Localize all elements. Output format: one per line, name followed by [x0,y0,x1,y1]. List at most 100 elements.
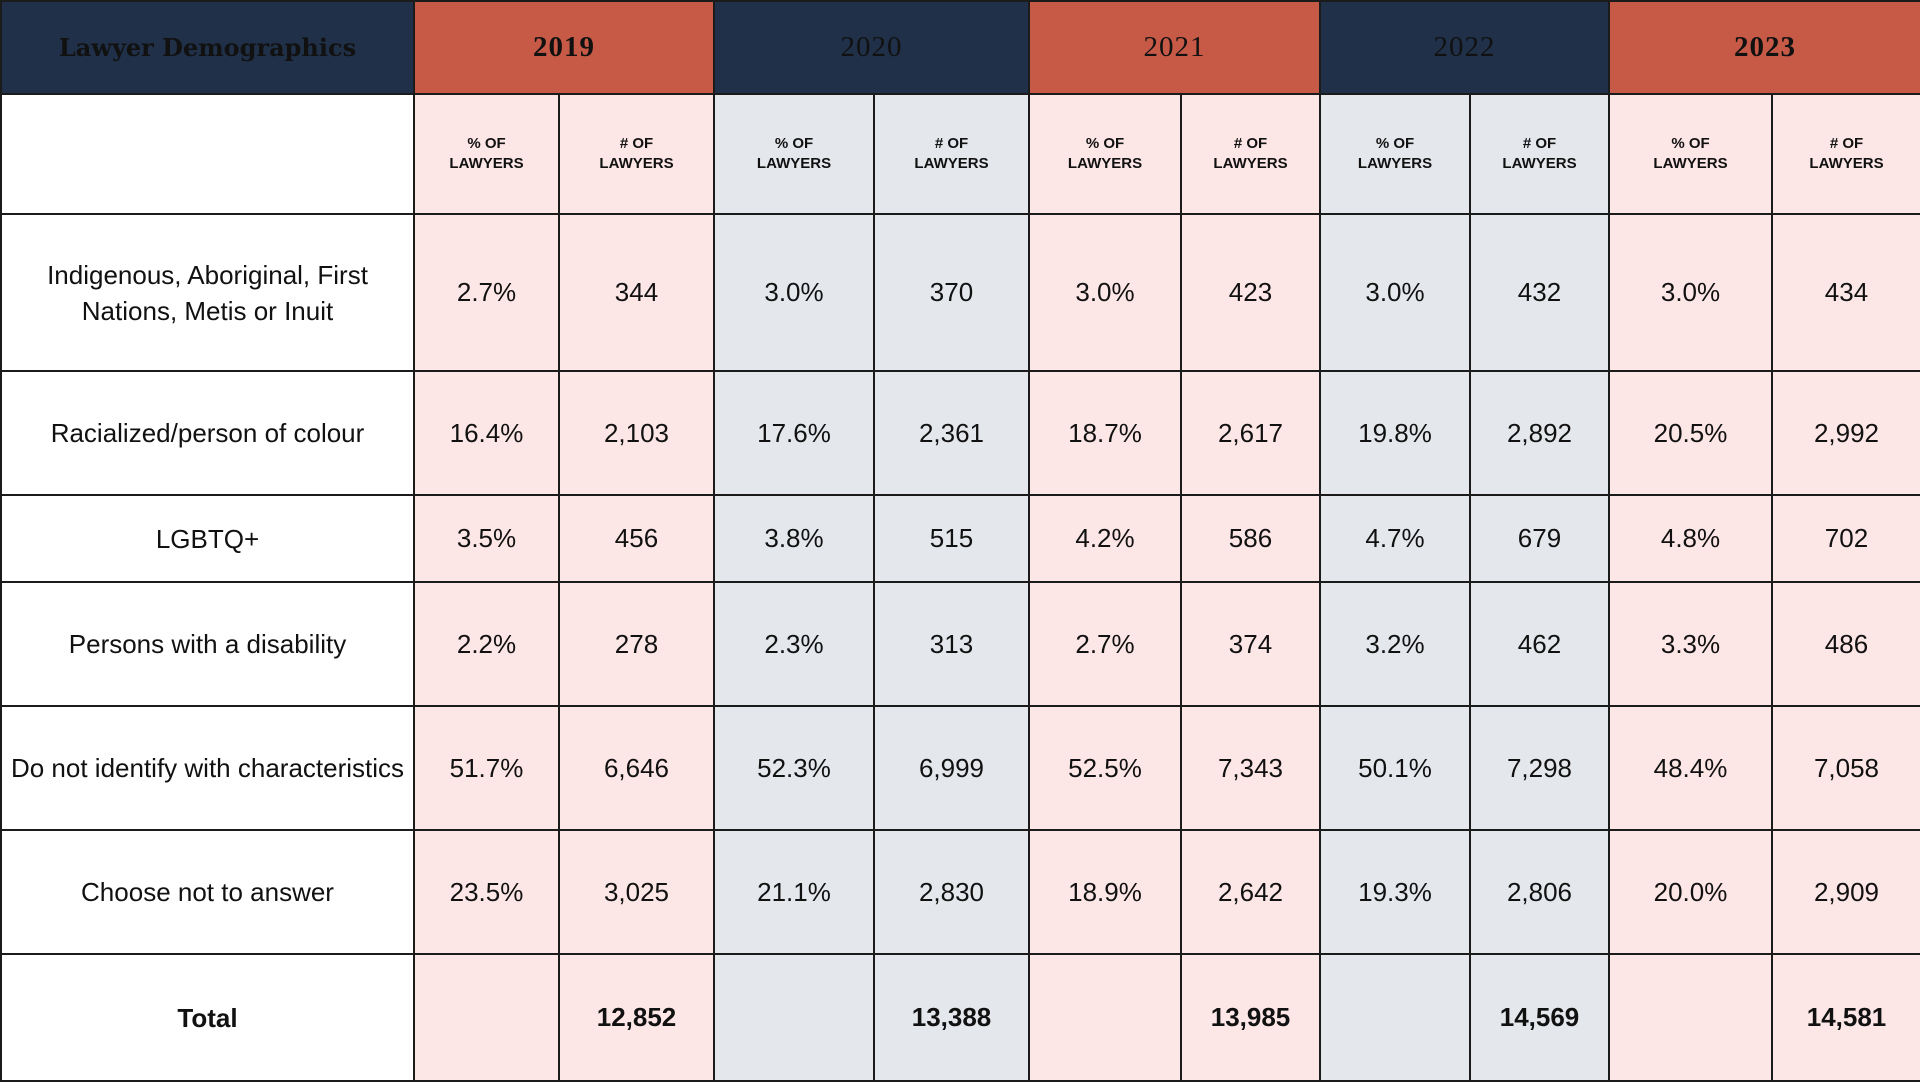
total-percent-2023 [1608,953,1773,1082]
total-percent-2020 [713,953,875,1082]
subheader-line: # OF [619,135,654,152]
row-label: Indigenous, Aboriginal, First Nations, M… [0,213,415,372]
cell-count-2023: 486 [1771,581,1920,707]
subheader-percent-2019: % OF LAWYERS [413,93,560,215]
subheader-line: # OF [1233,135,1268,152]
cell-percent-2023: 4.8% [1608,494,1773,583]
cell-count-2020: 6,999 [873,705,1030,831]
cell-percent-2020: 2.3% [713,581,875,707]
total-count-2021: 13,985 [1180,953,1321,1082]
cell-count-2021: 2,617 [1180,370,1321,496]
subheader-line: LAWYERS [1357,155,1433,172]
subheader-line: LAWYERS [1653,155,1728,172]
cell-count-2020: 515 [873,494,1030,583]
total-percent-2019 [413,953,560,1082]
subheader-count-2023: # OF LAWYERS [1771,93,1920,215]
cell-percent-2023: 48.4% [1608,705,1773,831]
subheader-percent-2023: % OF LAWYERS [1608,93,1773,215]
subheader-line: LAWYERS [1809,155,1884,172]
row-label: Racialized/person of colour [0,370,415,496]
cell-percent-2019: 2.7% [413,213,560,372]
cell-count-2021: 586 [1180,494,1321,583]
cell-percent-2022: 19.8% [1319,370,1471,496]
subheader-count-2021: # OF LAWYERS [1180,93,1321,215]
cell-count-2022: 2,806 [1469,829,1610,955]
subheader-row: % OF LAWYERS # OF LAWYERS % OF LAWYERS # OF… [0,93,1920,215]
cell-percent-2023: 20.5% [1608,370,1773,496]
total-percent-2021 [1028,953,1182,1082]
cell-percent-2022: 4.7% [1319,494,1471,583]
cell-percent-2021: 4.2% [1028,494,1182,583]
cell-percent-2019: 2.2% [413,581,560,707]
subheader-line: % OF [774,135,814,152]
cell-percent-2020: 21.1% [713,829,875,955]
table-row: Persons with a disability 2.2% 278 2.3% … [0,581,1920,707]
cell-percent-2022: 3.2% [1319,581,1471,707]
cell-percent-2023: 3.0% [1608,213,1773,372]
subheader-blank-cell [0,93,415,215]
table-row: Choose not to answer 23.5% 3,025 21.1% 2… [0,829,1920,955]
subheader-line: LAWYERS [756,155,832,172]
cell-count-2019: 344 [558,213,715,372]
table-row: Racialized/person of colour 16.4% 2,103 … [0,370,1920,496]
subheader-line: # OF [934,135,969,152]
year-header-2019: 2019 [413,0,715,95]
total-percent-2022 [1319,953,1471,1082]
cell-count-2019: 278 [558,581,715,707]
subheader-line: LAWYERS [449,155,524,172]
table-row: Indigenous, Aboriginal, First Nations, M… [0,213,1920,372]
subheader-line: LAWYERS [599,155,674,172]
year-header-2021: 2021 [1028,0,1321,95]
cell-percent-2020: 52.3% [713,705,875,831]
cell-percent-2022: 3.0% [1319,213,1471,372]
subheader-line: % OF [1671,135,1710,152]
cell-percent-2019: 3.5% [413,494,560,583]
cell-count-2019: 456 [558,494,715,583]
cell-count-2022: 462 [1469,581,1610,707]
row-label: Choose not to answer [0,829,415,955]
cell-percent-2019: 16.4% [413,370,560,496]
cell-count-2022: 2,892 [1469,370,1610,496]
cell-percent-2021: 2.7% [1028,581,1182,707]
subheader-percent-2022: % OF LAWYERS [1319,93,1471,215]
subheader-line: % OF [1375,135,1415,152]
cell-count-2021: 423 [1180,213,1321,372]
subheader-line: # OF [1522,135,1557,152]
subheader-line: LAWYERS [1213,155,1288,172]
cell-count-2019: 6,646 [558,705,715,831]
cell-percent-2021: 52.5% [1028,705,1182,831]
subheader-line: LAWYERS [1067,155,1143,172]
cell-percent-2020: 17.6% [713,370,875,496]
table-title: Lawyer Demographics [0,0,415,95]
subheader-line: LAWYERS [1502,155,1577,172]
subheader-line: % OF [1085,135,1125,152]
cell-count-2021: 7,343 [1180,705,1321,831]
subheader-line: % OF [467,135,506,152]
cell-count-2021: 2,642 [1180,829,1321,955]
cell-count-2020: 2,361 [873,370,1030,496]
cell-percent-2020: 3.8% [713,494,875,583]
cell-count-2020: 2,830 [873,829,1030,955]
subheader-percent-2020: % OF LAWYERS [713,93,875,215]
total-count-2023: 14,581 [1771,953,1920,1082]
cell-percent-2020: 3.0% [713,213,875,372]
total-count-2020: 13,388 [873,953,1030,1082]
cell-count-2023: 2,992 [1771,370,1920,496]
subheader-percent-2021: % OF LAWYERS [1028,93,1182,215]
cell-percent-2022: 19.3% [1319,829,1471,955]
subheader-count-2020: # OF LAWYERS [873,93,1030,215]
cell-count-2023: 702 [1771,494,1920,583]
cell-percent-2022: 50.1% [1319,705,1471,831]
row-label: LGBTQ+ [0,494,415,583]
subheader-line: # OF [1829,135,1864,152]
year-header-2023: 2023 [1608,0,1920,95]
cell-count-2023: 7,058 [1771,705,1920,831]
total-count-2022: 14,569 [1469,953,1610,1082]
cell-count-2023: 434 [1771,213,1920,372]
total-label: Total [0,953,415,1082]
year-header-row: Lawyer Demographics 2019 2020 2021 2022 … [0,0,1920,95]
table-row: LGBTQ+ 3.5% 456 3.8% 515 4.2% 586 4.7% 6… [0,494,1920,583]
cell-count-2022: 679 [1469,494,1610,583]
cell-percent-2021: 3.0% [1028,213,1182,372]
